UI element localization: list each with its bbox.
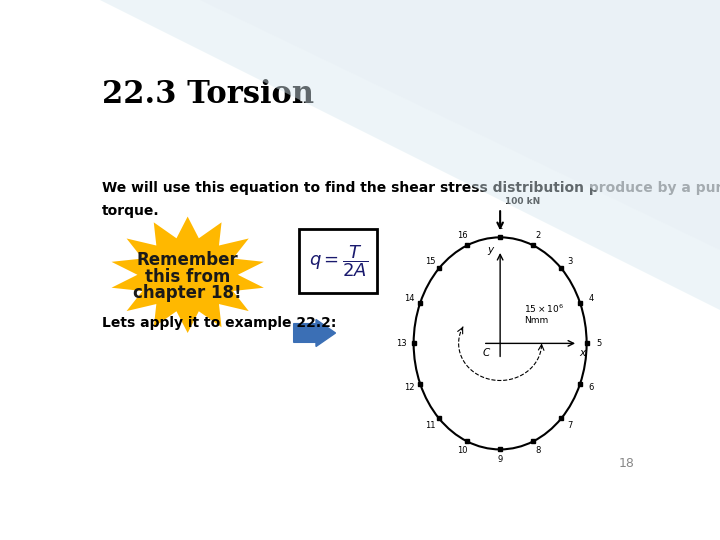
Text: this from: this from (145, 268, 230, 286)
Text: 9: 9 (498, 455, 503, 464)
Text: 22.3 Torsion: 22.3 Torsion (102, 79, 315, 110)
Text: 7: 7 (567, 421, 572, 430)
Text: 100 kN: 100 kN (505, 197, 540, 206)
Polygon shape (100, 0, 720, 310)
Text: 16: 16 (457, 231, 468, 240)
Text: 10: 10 (457, 447, 467, 455)
Ellipse shape (413, 238, 587, 449)
Text: $15 \times 10^6$
Nmm: $15 \times 10^6$ Nmm (524, 302, 564, 325)
Text: torque.: torque. (102, 204, 160, 218)
Text: C: C (482, 348, 490, 359)
Polygon shape (112, 217, 264, 333)
Text: 13: 13 (396, 339, 407, 348)
Text: 14: 14 (404, 294, 414, 303)
Text: We will use this equation to find the shear stress distribution produce by a pur: We will use this equation to find the sh… (102, 181, 720, 195)
Text: $q = \dfrac{T}{2A}$: $q = \dfrac{T}{2A}$ (309, 244, 368, 279)
Text: 6: 6 (589, 383, 594, 393)
Text: 3: 3 (567, 256, 572, 266)
Text: 1: 1 (498, 222, 503, 232)
Text: Remember: Remember (137, 251, 238, 269)
Text: 18: 18 (618, 457, 634, 470)
Text: 2: 2 (535, 231, 541, 240)
Text: 8: 8 (535, 447, 541, 455)
Text: 4: 4 (589, 294, 594, 303)
FancyArrow shape (294, 320, 336, 347)
Text: 5: 5 (596, 339, 601, 348)
Text: y: y (487, 245, 493, 255)
Polygon shape (200, 0, 720, 250)
FancyBboxPatch shape (300, 229, 377, 294)
Text: 11: 11 (425, 421, 436, 430)
Text: x: x (580, 348, 586, 357)
Text: 12: 12 (404, 383, 414, 393)
Text: 15: 15 (425, 256, 436, 266)
Text: chapter 18!: chapter 18! (133, 285, 242, 302)
Text: Lets apply it to example 22.2:: Lets apply it to example 22.2: (102, 316, 337, 330)
